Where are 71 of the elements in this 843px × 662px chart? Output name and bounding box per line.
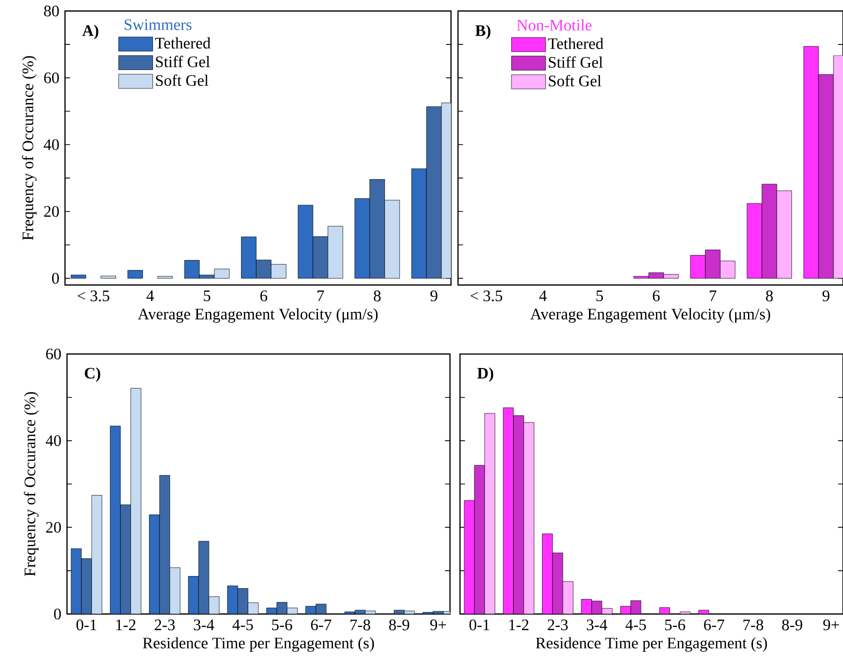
x-tick-label: 7 xyxy=(710,290,716,302)
x-tick-label: 8 xyxy=(766,290,773,302)
legend-title: Non-Motile xyxy=(516,19,592,31)
x-tick-label: 6-7 xyxy=(311,620,332,630)
x-tick-label: 9+ xyxy=(430,620,446,630)
y-tick-label: 0 xyxy=(52,272,59,284)
x-tick-label: 7-8 xyxy=(744,620,764,630)
text: A) xyxy=(82,24,98,40)
x-tick-label: 8 xyxy=(374,290,381,302)
y-tick-label: 40 xyxy=(46,435,61,446)
y-tick-label: 80 xyxy=(44,6,59,16)
x-tick-label: 5 xyxy=(204,290,210,302)
y-tick-label: 40 xyxy=(44,139,59,150)
legend-label: Soft Gel xyxy=(548,74,602,86)
x-tick-label: 2-3 xyxy=(548,620,568,630)
x-tick-label: 6 xyxy=(260,290,268,302)
x-tick-label: 7-8 xyxy=(350,620,370,630)
x-tick-label: 9 xyxy=(822,290,830,302)
x-axis-title: Average Engagement Velocity (μm/s) xyxy=(138,308,378,323)
x-tick-label: 4-5 xyxy=(232,620,253,630)
text: C) xyxy=(84,367,100,382)
x-tick-label: 0-1 xyxy=(76,620,96,630)
x-tick-label: < 3.5 xyxy=(78,290,110,302)
legend-label: Soft Gel xyxy=(156,74,208,86)
bar xyxy=(776,190,792,279)
legend-title: Swimmers xyxy=(124,19,192,30)
bar xyxy=(128,270,143,279)
x-tick-label: 9 xyxy=(430,290,438,302)
x-tick-label: 3-4 xyxy=(586,620,608,630)
x-tick-label: 8-9 xyxy=(389,620,410,630)
x-tick-label: < 3.5 xyxy=(470,290,502,302)
bar xyxy=(276,602,288,614)
x-tick-label: 5-6 xyxy=(665,620,686,630)
y-tick-label: 20 xyxy=(44,206,59,217)
y-tick-label: 60 xyxy=(46,348,61,360)
x-tick-label: 4 xyxy=(539,290,547,302)
y-tick-label: 20 xyxy=(46,522,61,533)
y-axis-title: Frequency of Occurance (%) xyxy=(24,392,39,576)
bar xyxy=(100,276,116,279)
x-tick-label: 6 xyxy=(652,290,660,302)
x-tick-label: 5 xyxy=(596,290,603,302)
bar xyxy=(157,276,173,279)
text: B) xyxy=(475,24,490,40)
x-axis-title: Residence Time per Engagement (s) xyxy=(536,637,767,652)
legend-label: Tethered xyxy=(548,38,604,50)
x-tick-label: 1-2 xyxy=(116,620,136,630)
text: D) xyxy=(477,367,494,382)
x-tick-label: 6-7 xyxy=(704,620,724,630)
bar xyxy=(198,541,210,614)
x-axis-title: Average Engagement Velocity (μm/s) xyxy=(530,308,770,323)
x-tick-label: 7 xyxy=(317,290,324,302)
bar xyxy=(720,260,736,279)
legend-label: Stiff Gel xyxy=(156,56,210,68)
x-tick-label: 3-4 xyxy=(194,620,214,630)
bar xyxy=(159,475,170,614)
y-tick-label: 0 xyxy=(54,608,61,620)
bar xyxy=(120,504,131,614)
x-tick-label: 8-9 xyxy=(782,620,802,630)
x-tick-label: 4 xyxy=(146,290,154,302)
legend-label: Tethered xyxy=(155,37,210,49)
bar xyxy=(81,558,92,614)
y-axis-title: Frequency of Occurance (%) xyxy=(22,56,37,240)
x-axis-title: Residence Time per Engagement (s) xyxy=(142,637,374,652)
x-tick-label: 2-3 xyxy=(154,620,175,630)
x-tick-label: 9+ xyxy=(823,620,839,630)
x-tick-label: 5-6 xyxy=(272,620,292,630)
x-tick-label: 1-2 xyxy=(509,620,528,630)
x-tick-label: 0-1 xyxy=(469,620,490,630)
y-tick-label: 60 xyxy=(44,72,59,84)
legend-label: Stiff Gel xyxy=(548,56,603,68)
x-tick-label: 4-5 xyxy=(626,620,646,630)
